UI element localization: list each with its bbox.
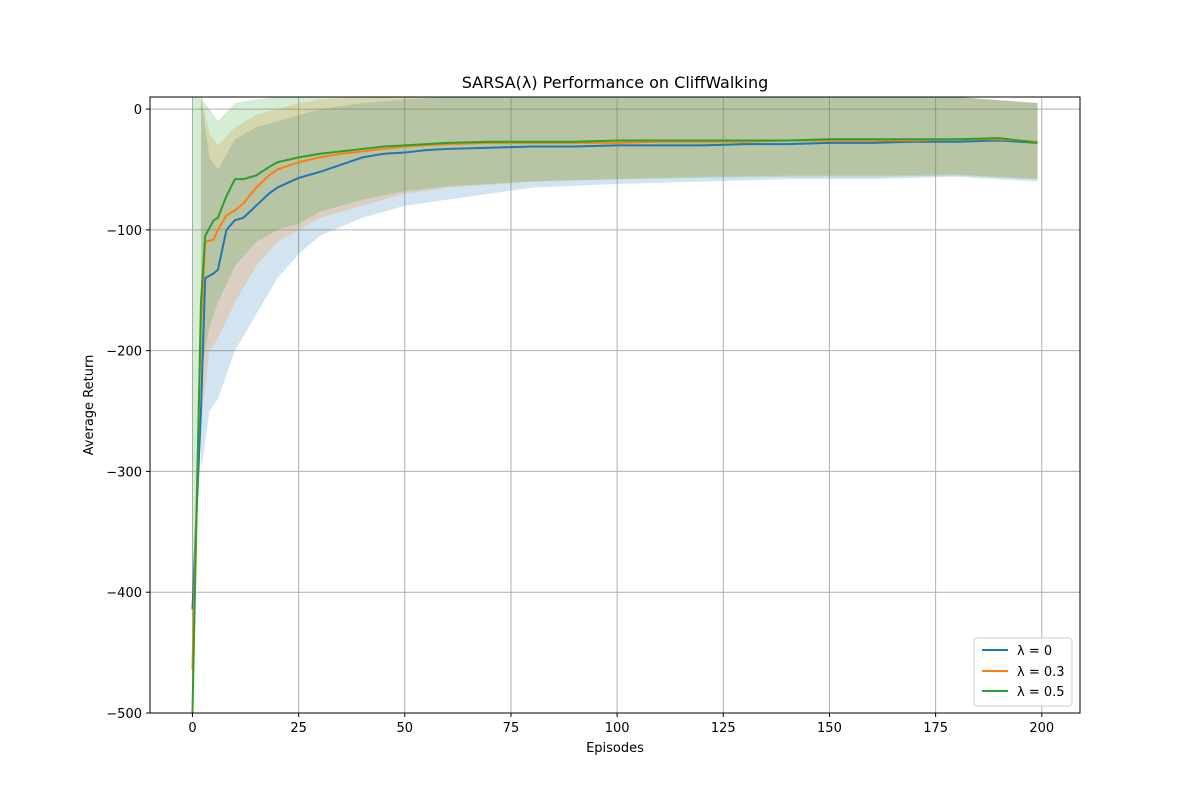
confidence-bands (192, 97, 1038, 713)
y-tick-label: −100 (106, 224, 142, 239)
x-tick-label: 100 (605, 721, 630, 736)
chart-title: SARSA(λ) Performance on CliffWalking (462, 73, 769, 92)
x-tick-label: 25 (290, 721, 307, 736)
legend: λ = 0 λ = 0.3 λ = 0.5 (973, 637, 1073, 707)
x-tick-label: 50 (397, 721, 414, 736)
confidence-band-series-1 (200, 97, 1038, 424)
x-tick-label: 200 (1029, 721, 1054, 736)
series-line-2 (191, 137, 1038, 713)
plot-frame (149, 96, 1081, 714)
x-tick-label: 125 (711, 721, 736, 736)
x-axis-label: Episodes (586, 741, 644, 756)
legend-label-lambda-0-5: λ = 0.5 (1017, 685, 1065, 700)
confidence-band-series-0 (200, 97, 1038, 472)
x-tick-label: 150 (817, 721, 842, 736)
y-tick-label: −500 (106, 707, 142, 722)
x-tick-label: 175 (923, 721, 948, 736)
x-tick-label: 0 (188, 721, 196, 736)
y-axis-ticks: 0 −100 −200 −300 −400 −500 (106, 103, 150, 722)
legend-label-lambda-0-3: λ = 0.3 (1017, 665, 1065, 680)
series-line-0 (191, 139, 1038, 610)
legend-label-lambda-0: λ = 0 (1017, 644, 1052, 659)
y-tick-label: 0 (134, 103, 142, 118)
y-tick-label: −300 (106, 465, 142, 480)
x-axis-ticks: 0 25 50 75 100 125 150 175 200 (188, 713, 1054, 736)
y-axis-label: Average Return (82, 355, 97, 456)
y-tick-label: −200 (106, 345, 142, 360)
legend-box (973, 637, 1073, 707)
y-tick-label: −400 (106, 586, 142, 601)
confidence-band-series-2 (192, 97, 1038, 713)
x-tick-label: 75 (503, 721, 520, 736)
series-lines (191, 137, 1038, 713)
